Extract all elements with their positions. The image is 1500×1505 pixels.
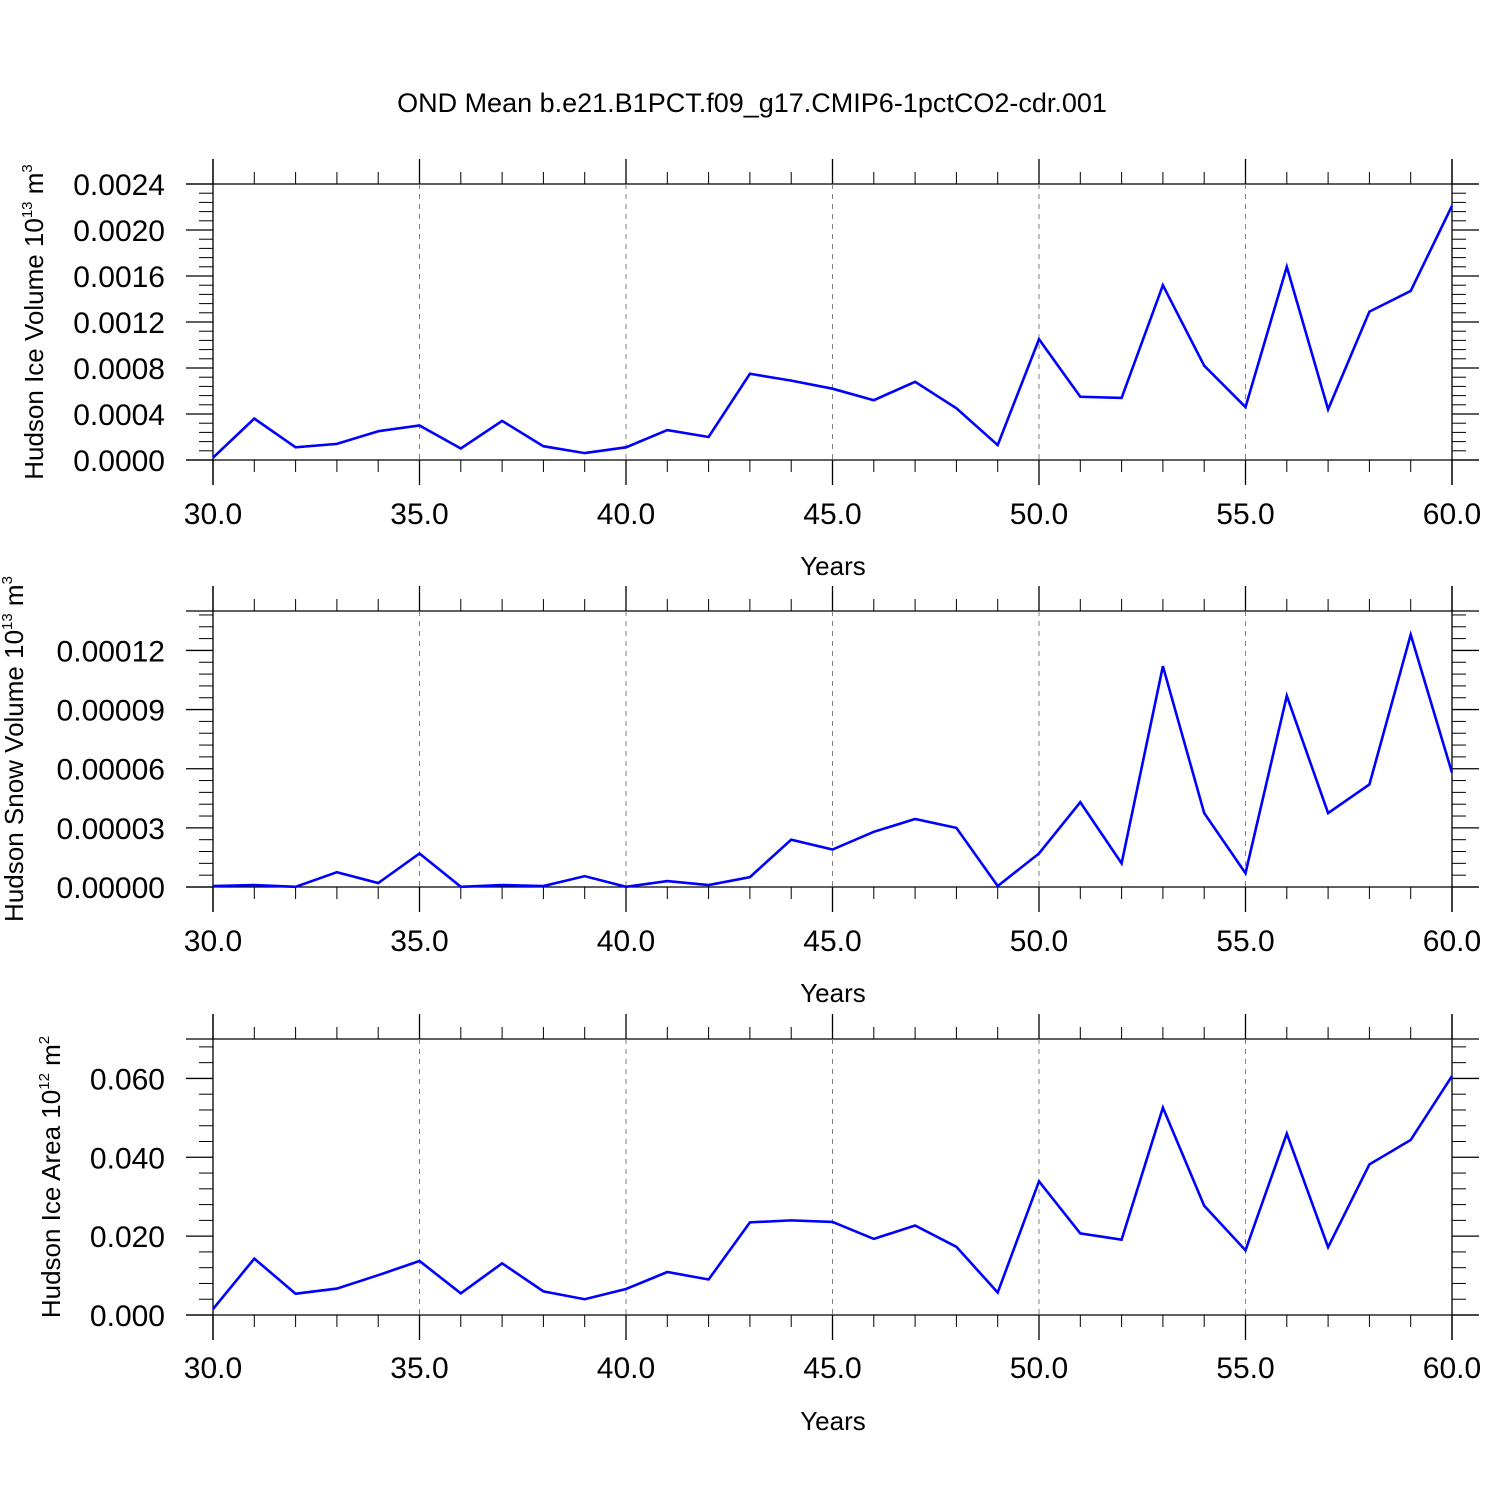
y-tick-label: 0.0008 <box>73 353 165 386</box>
y-label-unit: m <box>0 584 29 613</box>
y-tick-label: 0.040 <box>90 1142 165 1175</box>
x-tick-label: 45.0 <box>803 925 861 958</box>
x-tick-label: 35.0 <box>390 1352 448 1385</box>
series-line <box>211 1075 1454 1310</box>
y-tick-label: 0.0012 <box>73 307 165 340</box>
series-line <box>212 629 1454 889</box>
y-tick-label: 0.00012 <box>57 635 165 668</box>
x-tick-label: 50.0 <box>1010 498 1068 531</box>
y-label-text: Hudson Snow Volume 10 <box>0 630 29 922</box>
x-tick-label: 60.0 <box>1423 498 1481 531</box>
panel-1: 30.0 35.0 40.0 45.0 50.0 55.0 60.0 0.0000 0.0004… <box>19 159 1481 581</box>
y-tick-label: 0.020 <box>90 1221 165 1254</box>
x-tick-label: 55.0 <box>1216 925 1274 958</box>
y-tick-label: 0.00000 <box>57 872 165 905</box>
y-label-unit-exponent: 3 <box>0 576 16 584</box>
x-tick-label: 35.0 <box>390 925 448 958</box>
x-axis-label: Years <box>800 1406 866 1436</box>
y-label-unit: m <box>36 1044 66 1073</box>
series-line <box>212 205 1454 459</box>
y-tick-label: 0.00009 <box>57 695 165 728</box>
y-tick-label: 0.0004 <box>73 399 165 432</box>
y-tick-label: 0.00003 <box>57 813 165 846</box>
panels: 30.0 35.0 40.0 45.0 50.0 55.0 60.00.00000.0004… <box>0 159 1481 1436</box>
y-axis-label: Hudson Ice Volume 1013 m3 <box>19 164 49 480</box>
y-tick-label: 0.0000 <box>73 445 165 478</box>
y-label-exponent: 13 <box>19 201 36 218</box>
y-axis-label: Hudson Ice Area 1012 m2 <box>36 1036 66 1318</box>
x-tick-label: 60.0 <box>1423 1352 1481 1385</box>
x-tick-label: 30.0 <box>184 925 242 958</box>
panel-2: 30.0 35.0 40.0 45.0 50.0 55.0 60.0 0.00000 0.000… <box>0 576 1481 1008</box>
x-axis-label: Years <box>800 978 866 1008</box>
y-tick-label: 0.0024 <box>73 169 165 202</box>
y-tick-label: 0.000 <box>90 1300 165 1333</box>
figure-title: OND Mean b.e21.B1PCT.f09_g17.CMIP6-1pctC… <box>397 88 1107 118</box>
x-tick-label: 50.0 <box>1010 925 1068 958</box>
y-tick-label: 0.00006 <box>57 754 165 787</box>
y-label-text: Hudson Ice Volume 10 <box>19 218 49 480</box>
x-tick-label: 55.0 <box>1216 498 1274 531</box>
x-tick-label: 30.0 <box>184 498 242 531</box>
y-label-text: Hudson Ice Area 10 <box>36 1090 66 1318</box>
y-tick-label: 0.0020 <box>73 215 165 248</box>
y-tick-label: 0.060 <box>90 1063 165 1096</box>
x-tick-label: 55.0 <box>1216 1352 1274 1385</box>
y-label-unit-exponent: 3 <box>19 164 36 172</box>
x-tick-label: 40.0 <box>597 1352 655 1385</box>
panel-3: 30.0 35.0 40.0 45.0 50.0 55.0 60.0 0.000 0.020 0.… <box>36 1014 1481 1436</box>
x-tick-label: 60.0 <box>1423 925 1481 958</box>
y-axis-label: Hudson Snow Volume 1013 m3 <box>0 576 29 922</box>
x-tick-label: 40.0 <box>597 498 655 531</box>
x-axis-label: Years <box>800 551 866 581</box>
x-tick-label: 35.0 <box>390 498 448 531</box>
y-label-exponent: 12 <box>36 1073 53 1090</box>
x-tick-label: 30.0 <box>184 1352 242 1385</box>
x-tick-label: 50.0 <box>1010 1352 1068 1385</box>
y-label-unit: m <box>19 173 49 202</box>
x-tick-label: 45.0 <box>803 498 861 531</box>
y-label-unit-exponent: 2 <box>36 1036 53 1044</box>
x-tick-label: 45.0 <box>803 1352 861 1385</box>
x-tick-label: 40.0 <box>597 925 655 958</box>
y-tick-label: 0.0016 <box>73 261 165 294</box>
y-label-exponent: 13 <box>0 613 16 630</box>
